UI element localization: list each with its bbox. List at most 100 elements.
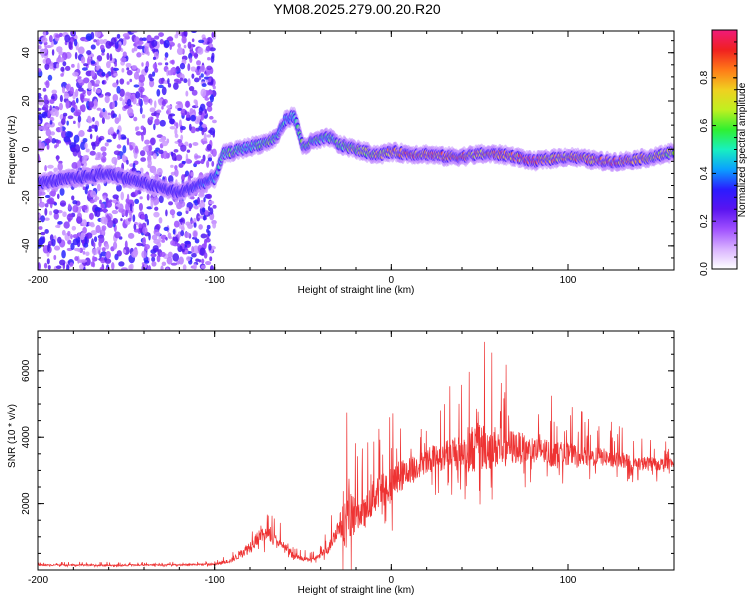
noise-blob bbox=[210, 55, 215, 63]
noise-blob bbox=[63, 92, 70, 99]
noise-blob bbox=[121, 136, 127, 140]
noise-blob bbox=[92, 242, 96, 248]
noise-blob bbox=[198, 259, 202, 263]
noise-blob bbox=[85, 251, 90, 257]
noise-blob bbox=[44, 138, 51, 144]
noise-blob bbox=[169, 125, 176, 130]
noise-blob bbox=[43, 31, 47, 38]
y-tick-label: 4000 bbox=[21, 426, 32, 449]
noise-blob bbox=[151, 39, 158, 48]
noise-blob bbox=[187, 78, 191, 87]
noise-blob bbox=[180, 230, 185, 237]
noise-blob bbox=[95, 79, 101, 85]
noise-blob bbox=[56, 155, 59, 162]
noise-blob bbox=[140, 214, 146, 220]
noise-blob bbox=[68, 139, 72, 146]
noise-blob bbox=[138, 74, 146, 83]
noise-blob bbox=[59, 94, 63, 103]
noise-blob bbox=[186, 111, 190, 119]
noise-blob bbox=[200, 64, 206, 73]
noise-blob bbox=[44, 217, 50, 221]
noise-blob bbox=[121, 267, 128, 270]
noise-blob bbox=[101, 151, 107, 157]
noise-blob bbox=[38, 68, 42, 73]
noise-blob bbox=[161, 140, 169, 147]
noise-blob bbox=[118, 261, 125, 267]
noise-blob bbox=[90, 44, 96, 50]
noise-blob bbox=[158, 32, 164, 37]
noise-blob bbox=[53, 209, 59, 215]
noise-blob bbox=[151, 234, 158, 241]
noise-blob bbox=[208, 243, 212, 251]
noise-blob bbox=[70, 242, 75, 251]
noise-blob bbox=[175, 122, 179, 129]
noise-blob bbox=[71, 195, 75, 201]
noise-blob bbox=[164, 57, 167, 61]
y-tick-label: 2000 bbox=[21, 492, 32, 515]
noise-blob bbox=[71, 99, 76, 108]
noise-blob bbox=[207, 205, 211, 212]
x-tick-label: -200 bbox=[28, 575, 48, 586]
noise-blob bbox=[109, 53, 113, 61]
noise-blob bbox=[206, 90, 213, 96]
noise-blob bbox=[75, 88, 79, 98]
noise-blob bbox=[166, 36, 174, 42]
noise-blob bbox=[177, 107, 182, 112]
noise-blob bbox=[128, 264, 133, 270]
noise-blob bbox=[49, 99, 55, 105]
noise-blob bbox=[124, 240, 128, 249]
snr-xlabel: Height of straight line (km) bbox=[298, 585, 415, 596]
x-tick-label: -100 bbox=[205, 275, 225, 286]
noise-blob bbox=[62, 61, 67, 67]
noise-blob bbox=[111, 199, 118, 203]
noise-blob bbox=[163, 226, 169, 232]
noise-blob bbox=[93, 39, 97, 43]
x-tick-label: 0 bbox=[389, 575, 395, 586]
noise-blob bbox=[113, 150, 121, 156]
noise-blob bbox=[211, 160, 215, 167]
noise-blob bbox=[199, 201, 206, 209]
noise-blob bbox=[191, 73, 195, 79]
noise-blob bbox=[74, 256, 79, 261]
noise-blob bbox=[154, 206, 159, 211]
noise-blob bbox=[167, 175, 174, 184]
noise-blob bbox=[38, 154, 41, 163]
noise-blob bbox=[167, 232, 172, 239]
noise-blob bbox=[161, 239, 166, 243]
noise-blob bbox=[61, 229, 66, 236]
y-tick-label: 6000 bbox=[21, 359, 32, 382]
noise-blob bbox=[194, 160, 201, 165]
noise-blob bbox=[170, 68, 173, 76]
noise-blob bbox=[40, 231, 46, 236]
noise-blob bbox=[38, 92, 42, 98]
noise-blob bbox=[141, 133, 144, 142]
noise-blob bbox=[174, 168, 179, 177]
noise-blob bbox=[187, 41, 192, 49]
noise-blob bbox=[122, 99, 126, 107]
noise-blob bbox=[161, 86, 167, 96]
noise-blob bbox=[80, 141, 87, 151]
noise-blob bbox=[190, 126, 196, 134]
noise-blob bbox=[204, 97, 210, 101]
noise-blob bbox=[60, 66, 65, 72]
noise-blob bbox=[84, 257, 91, 266]
noise-blob bbox=[110, 66, 114, 75]
noise-blob bbox=[95, 65, 100, 71]
noise-blob bbox=[38, 125, 43, 131]
noise-blob bbox=[181, 35, 187, 44]
noise-blob bbox=[191, 89, 198, 96]
noise-blob bbox=[45, 44, 52, 49]
noise-blob bbox=[185, 90, 189, 97]
noise-blob bbox=[129, 78, 133, 83]
noise-blob bbox=[112, 241, 118, 250]
noise-blob bbox=[200, 233, 207, 239]
noise-blob bbox=[48, 35, 53, 43]
noise-blob bbox=[71, 161, 79, 169]
noise-blob bbox=[49, 105, 52, 111]
noise-blob bbox=[173, 82, 179, 90]
noise-blob bbox=[155, 231, 161, 237]
noise-blob bbox=[126, 81, 130, 85]
noise-blob bbox=[205, 45, 211, 52]
noise-blob bbox=[185, 158, 191, 164]
